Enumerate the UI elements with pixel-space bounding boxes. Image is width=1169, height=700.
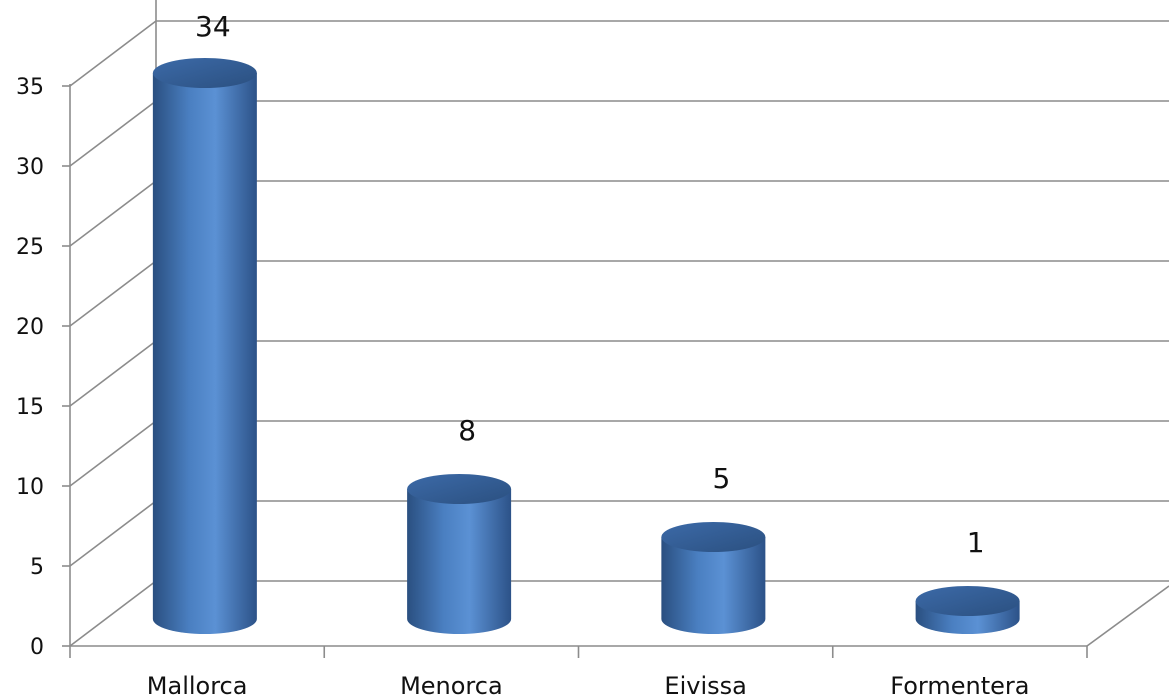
gridline-side [69, 180, 157, 247]
x-tick-label: Mallorca [147, 672, 248, 700]
bar-cap [407, 474, 512, 504]
bar-mallorca [152, 58, 257, 634]
labels: 0 5 10 15 20 25 30 35 34 Mallorca 8 Menorca 5 Eivissa… [16, 10, 1029, 700]
x-tick-label: Eivissa [664, 672, 746, 700]
bar-eivissa [661, 522, 766, 635]
gridline-side [69, 340, 157, 407]
bar-menorca [407, 474, 512, 635]
data-label: 5 [712, 462, 730, 495]
y-tick-label: 25 [16, 235, 44, 260]
bars [152, 58, 1020, 635]
x-tick-label: Formentera [890, 672, 1029, 700]
bar-cap [661, 522, 766, 552]
data-label: 1 [967, 526, 985, 559]
bar-body [152, 73, 257, 634]
y-tick-label: 15 [16, 395, 44, 420]
gridline-side [69, 420, 157, 487]
gridline-side [69, 580, 157, 647]
bar-body [661, 537, 766, 635]
gridline-side [69, 260, 157, 327]
bar-cap [152, 58, 257, 88]
bar-formentera [915, 586, 1020, 635]
y-tick-label: 35 [16, 75, 44, 100]
y-tick-label: 20 [16, 315, 44, 340]
gridline-side [69, 500, 157, 567]
y-tick-label: 30 [16, 155, 44, 180]
gridline-side [69, 20, 157, 87]
y-tick-label: 5 [30, 555, 44, 580]
data-label: 34 [195, 10, 231, 43]
y-tick-label: 10 [16, 475, 44, 500]
y-tick-label: 0 [30, 635, 44, 660]
bar-cap [915, 586, 1020, 616]
x-tick-label: Menorca [400, 672, 503, 700]
axes [62, 84, 1088, 658]
floor-right-edge [1086, 585, 1169, 647]
bar-body [407, 489, 512, 635]
data-label: 8 [458, 414, 476, 447]
gridline-side [69, 100, 157, 167]
